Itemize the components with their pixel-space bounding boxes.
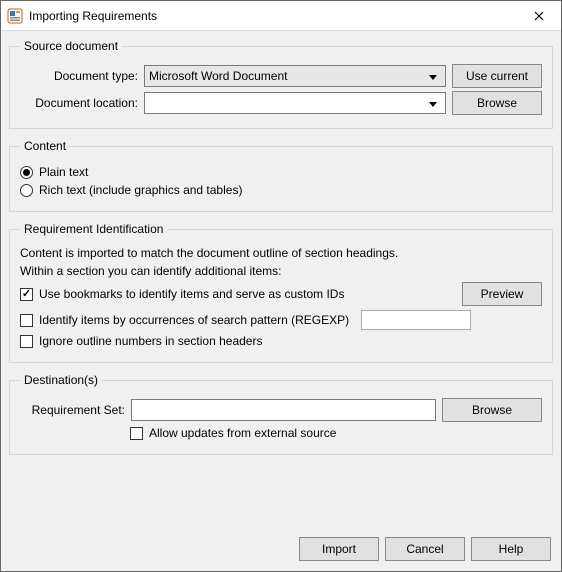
checkbox-icon (130, 427, 143, 440)
ignore-outline-checkbox-row[interactable]: Ignore outline numbers in section header… (20, 334, 542, 348)
import-button[interactable]: Import (299, 537, 379, 561)
regexp-checkbox-row[interactable]: Identify items by occurrences of search … (20, 310, 542, 330)
ignore-outline-label: Ignore outline numbers in section header… (39, 334, 262, 348)
chevron-down-icon (425, 96, 441, 110)
destinations-group: Destination(s) Requirement Set: Browse A… (9, 373, 553, 455)
document-type-label: Document type: (20, 69, 138, 83)
dialog-window: Importing Requirements Source document D… (0, 0, 562, 572)
document-location-label: Document location: (20, 96, 138, 110)
dialog-body: Source document Document type: Microsoft… (1, 31, 561, 571)
requirement-identification-legend: Requirement Identification (20, 222, 167, 236)
checkbox-icon (20, 335, 33, 348)
document-location-combo[interactable] (144, 92, 446, 114)
titlebar: Importing Requirements (1, 1, 561, 31)
allow-updates-checkbox-row[interactable]: Allow updates from external source (130, 426, 542, 440)
source-document-legend: Source document (20, 39, 122, 53)
cancel-button[interactable]: Cancel (385, 537, 465, 561)
checkbox-icon (20, 314, 33, 327)
requirement-identification-group: Requirement Identification Content is im… (9, 222, 553, 363)
bookmarks-checkbox-row[interactable]: Use bookmarks to identify items and serv… (20, 282, 542, 306)
source-document-group: Source document Document type: Microsoft… (9, 39, 553, 129)
plain-text-label: Plain text (39, 165, 88, 179)
destinations-legend: Destination(s) (20, 373, 102, 387)
window-title: Importing Requirements (29, 9, 516, 23)
rich-text-radio[interactable]: Rich text (include graphics and tables) (20, 183, 542, 197)
use-current-button[interactable]: Use current (452, 64, 542, 88)
dialog-button-bar: Import Cancel Help (9, 531, 553, 563)
rich-text-label: Rich text (include graphics and tables) (39, 183, 242, 197)
document-type-combo[interactable]: Microsoft Word Document (144, 65, 446, 87)
requirement-set-input[interactable] (131, 399, 436, 421)
browse-source-button[interactable]: Browse (452, 91, 542, 115)
browse-destination-button[interactable]: Browse (442, 398, 542, 422)
app-icon (7, 8, 23, 24)
close-button[interactable] (516, 1, 561, 31)
help-button[interactable]: Help (471, 537, 551, 561)
document-type-value: Microsoft Word Document (149, 69, 425, 83)
content-legend: Content (20, 139, 70, 153)
radio-icon (20, 166, 33, 179)
requirement-set-label: Requirement Set: (20, 403, 125, 417)
regexp-input[interactable] (361, 310, 471, 330)
chevron-down-icon (425, 69, 441, 83)
checkbox-icon (20, 288, 33, 301)
preview-button[interactable]: Preview (462, 282, 542, 306)
plain-text-radio[interactable]: Plain text (20, 165, 542, 179)
regexp-label: Identify items by occurrences of search … (39, 313, 349, 327)
radio-icon (20, 184, 33, 197)
allow-updates-label: Allow updates from external source (149, 426, 336, 440)
reqid-desc-1: Content is imported to match the documen… (20, 246, 542, 260)
content-group: Content Plain text Rich text (include gr… (9, 139, 553, 212)
bookmarks-label: Use bookmarks to identify items and serv… (39, 287, 344, 301)
reqid-desc-2: Within a section you can identify additi… (20, 264, 542, 278)
